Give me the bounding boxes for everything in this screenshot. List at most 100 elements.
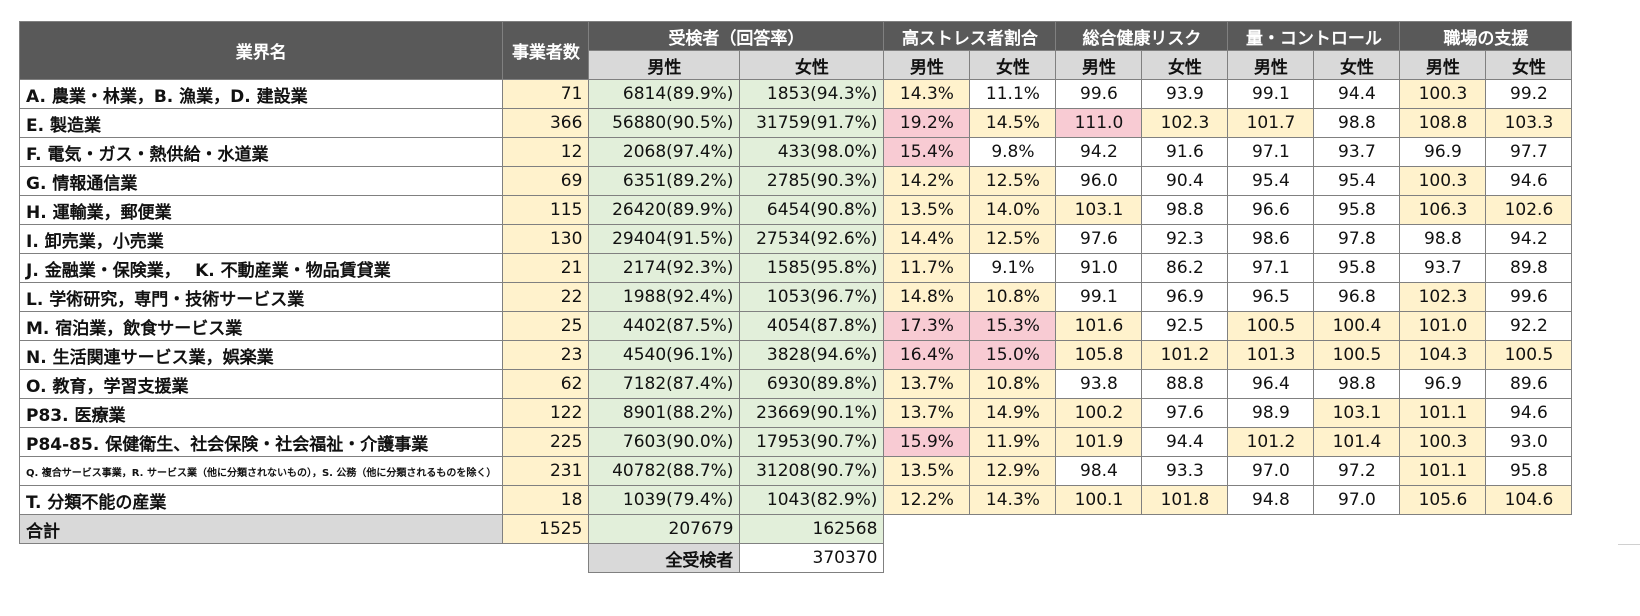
high-stress-male: 16.4%: [883, 340, 971, 370]
health-risk-female: 101.2: [1141, 340, 1229, 370]
header-industry: 業界名: [18, 21, 504, 80]
high-stress-female: 9.1%: [969, 253, 1057, 283]
table-row: Q. 複合サービス事業，R. サービス業（他に分類されないもの），S. 公務（他…: [18, 456, 1573, 486]
industry-name: J. 金融業・保険業， K. 不動産業・物品賃貸業: [18, 253, 504, 283]
table-row: M. 宿泊業，飲食サービス業 25 4402(87.5%) 4054(87.8%…: [18, 311, 1573, 341]
company-count: 130: [502, 224, 590, 254]
health-risk-female: 102.3: [1141, 108, 1229, 138]
company-count: 225: [502, 427, 590, 457]
high-stress-female: 10.8%: [969, 369, 1057, 399]
workplace-support-female: 89.8: [1485, 253, 1573, 283]
quantity-control-male: 98.6: [1227, 224, 1315, 254]
health-risk-male: 93.8: [1055, 369, 1143, 399]
health-risk-male: 91.0: [1055, 253, 1143, 283]
header-row-sub: 男性 女性 男性 女性 男性 女性 男性 女性 男性 女性: [20, 50, 1573, 80]
high-stress-female: 12.5%: [969, 224, 1057, 254]
examinees-male: 7603(90.0%): [588, 427, 741, 457]
health-risk-male: 101.9: [1055, 427, 1143, 457]
workplace-support-male: 100.3: [1399, 427, 1487, 457]
quantity-control-female: 98.8: [1313, 369, 1401, 399]
quantity-control-male: 95.4: [1227, 166, 1315, 196]
stress-check-table: 業界名 事業者数 受検者（回答率） 高ストレス者割合 総合健康リスク 量・コント…: [18, 21, 1573, 573]
company-count: 231: [502, 456, 590, 486]
quantity-control-female: 97.8: [1313, 224, 1401, 254]
high-stress-female: 11.9%: [969, 427, 1057, 457]
header-examinees: 受検者（回答率）: [588, 21, 885, 51]
health-risk-male: 111.0: [1055, 108, 1143, 138]
all-examinees-value: 370370: [739, 543, 885, 573]
sub-male: 男性: [1399, 50, 1487, 80]
health-risk-female: 93.9: [1141, 79, 1229, 109]
workplace-support-female: 102.6: [1485, 195, 1573, 225]
health-risk-male: 100.1: [1055, 485, 1143, 515]
high-stress-male: 13.7%: [883, 369, 971, 399]
table-row: H. 運輸業，郵便業 115 26420(89.9%) 6454(90.8%) …: [18, 195, 1573, 225]
high-stress-male: 14.3%: [883, 79, 971, 109]
company-count: 122: [502, 398, 590, 428]
health-risk-male: 105.8: [1055, 340, 1143, 370]
table-row: E. 製造業 366 56880(90.5%) 31759(91.7%) 19.…: [18, 108, 1573, 138]
health-risk-male: 101.6: [1055, 311, 1143, 341]
health-risk-male: 98.4: [1055, 456, 1143, 486]
health-risk-female: 101.8: [1141, 485, 1229, 515]
quantity-control-male: 98.9: [1227, 398, 1315, 428]
high-stress-female: 14.0%: [969, 195, 1057, 225]
industry-name: T. 分類不能の産業: [18, 485, 504, 515]
workplace-support-female: 104.6: [1485, 485, 1573, 515]
high-stress-female: 14.9%: [969, 398, 1057, 428]
total-male: 207679: [588, 514, 741, 544]
examinees-female: 4054(87.8%): [739, 311, 885, 341]
industry-name: O. 教育，学習支援業: [18, 369, 504, 399]
workplace-support-female: 93.0: [1485, 427, 1573, 457]
health-risk-female: 98.8: [1141, 195, 1229, 225]
examinees-female: 433(98.0%): [739, 137, 885, 167]
industry-name: I. 卸売業，小売業: [18, 224, 504, 254]
examinees-female: 1043(82.9%): [739, 485, 885, 515]
workplace-support-female: 94.6: [1485, 398, 1573, 428]
workplace-support-female: 89.6: [1485, 369, 1573, 399]
examinees-female: 27534(92.6%): [739, 224, 885, 254]
header-quantity-control: 量・コントロール: [1227, 21, 1401, 51]
table-row: P83. 医療業 122 8901(88.2%) 23669(90.1%) 13…: [18, 398, 1573, 428]
company-count: 115: [502, 195, 590, 225]
examinees-female: 3828(94.6%): [739, 340, 885, 370]
examinees-male: 7182(87.4%): [588, 369, 741, 399]
sub-female: 女性: [739, 50, 885, 80]
sub-female: 女性: [969, 50, 1057, 80]
workplace-support-male: 93.7: [1399, 253, 1487, 283]
company-count: 69: [502, 166, 590, 196]
quantity-control-male: 97.0: [1227, 456, 1315, 486]
quantity-control-male: 99.1: [1227, 79, 1315, 109]
table-row: N. 生活関連サービス業，娯楽業 23 4540(96.1%) 3828(94.…: [18, 340, 1573, 370]
sub-male: 男性: [1055, 50, 1143, 80]
workplace-support-female: 92.2: [1485, 311, 1573, 341]
sub-male: 男性: [883, 50, 971, 80]
divider-line: [1618, 544, 1640, 545]
high-stress-male: 13.5%: [883, 456, 971, 486]
health-risk-male: 100.2: [1055, 398, 1143, 428]
examinees-male: 1039(79.4%): [588, 485, 741, 515]
examinees-female: 31208(90.7%): [739, 456, 885, 486]
workplace-support-male: 104.3: [1399, 340, 1487, 370]
table-row: P84-85. 保健衛生、社会保険・社会福祉・介護事業 225 7603(90.…: [18, 427, 1573, 457]
company-count: 23: [502, 340, 590, 370]
quantity-control-male: 101.3: [1227, 340, 1315, 370]
quantity-control-male: 94.8: [1227, 485, 1315, 515]
company-count: 18: [502, 485, 590, 515]
industry-name: A. 農業・林業，B. 漁業，D. 建設業: [18, 79, 504, 109]
high-stress-male: 12.2%: [883, 485, 971, 515]
header-health-risk: 総合健康リスク: [1055, 21, 1229, 51]
examinees-male: 26420(89.9%): [588, 195, 741, 225]
high-stress-male: 17.3%: [883, 311, 971, 341]
quantity-control-female: 95.4: [1313, 166, 1401, 196]
high-stress-female: 9.8%: [969, 137, 1057, 167]
examinees-female: 1053(96.7%): [739, 282, 885, 312]
header-row-main: 業界名 事業者数 受検者（回答率） 高ストレス者割合 総合健康リスク 量・コント…: [18, 21, 1573, 80]
company-count: 21: [502, 253, 590, 283]
workplace-support-male: 102.3: [1399, 282, 1487, 312]
health-risk-female: 97.6: [1141, 398, 1229, 428]
health-risk-female: 96.9: [1141, 282, 1229, 312]
high-stress-female: 12.5%: [969, 166, 1057, 196]
quantity-control-female: 100.5: [1313, 340, 1401, 370]
company-count: 25: [502, 311, 590, 341]
